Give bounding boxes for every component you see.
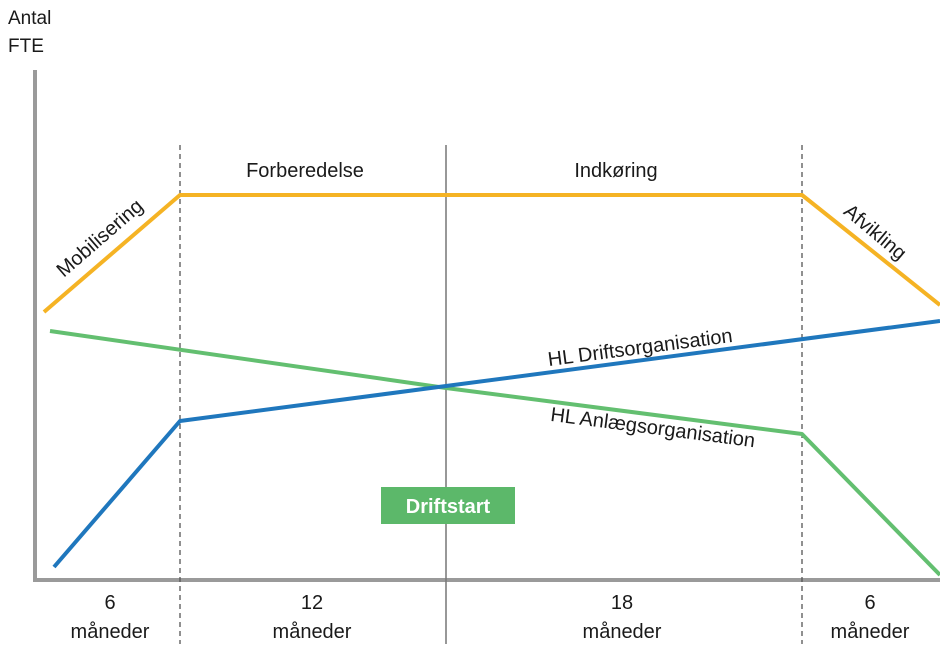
y-axis-label-line1: Antal <box>8 8 51 29</box>
duration-unit-4: måneder <box>831 621 910 643</box>
duration-unit-1: måneder <box>71 621 150 643</box>
driftsorganisation-line <box>52 319 940 569</box>
duration-value-4: 6 <box>864 592 875 614</box>
anlaegsorganisation-line <box>49 329 940 577</box>
phase-label-mobilisering: Mobilisering <box>53 195 148 282</box>
phase-label-indkoring: Indkøring <box>574 160 657 182</box>
duration-value-3: 18 <box>611 592 633 614</box>
series-label-anlaegsorganisation: HL Anlægsorganisation <box>549 404 756 452</box>
driftstart-badge-bg <box>381 487 515 524</box>
total-fte-line <box>42 193 940 314</box>
duration-value-2: 12 <box>301 592 323 614</box>
driftstart-badge-label: Driftstart <box>406 496 491 518</box>
series-label-driftsorganisation: HL Driftsorganisation <box>547 325 734 371</box>
duration-unit-2: måneder <box>273 621 352 643</box>
driftstart-badge: Driftstart <box>381 487 515 524</box>
duration-unit-3: måneder <box>583 621 662 643</box>
y-axis-label-line2: FTE <box>8 36 44 57</box>
phase-label-forberedelse: Forberedelse <box>246 160 364 182</box>
duration-value-1: 6 <box>104 592 115 614</box>
